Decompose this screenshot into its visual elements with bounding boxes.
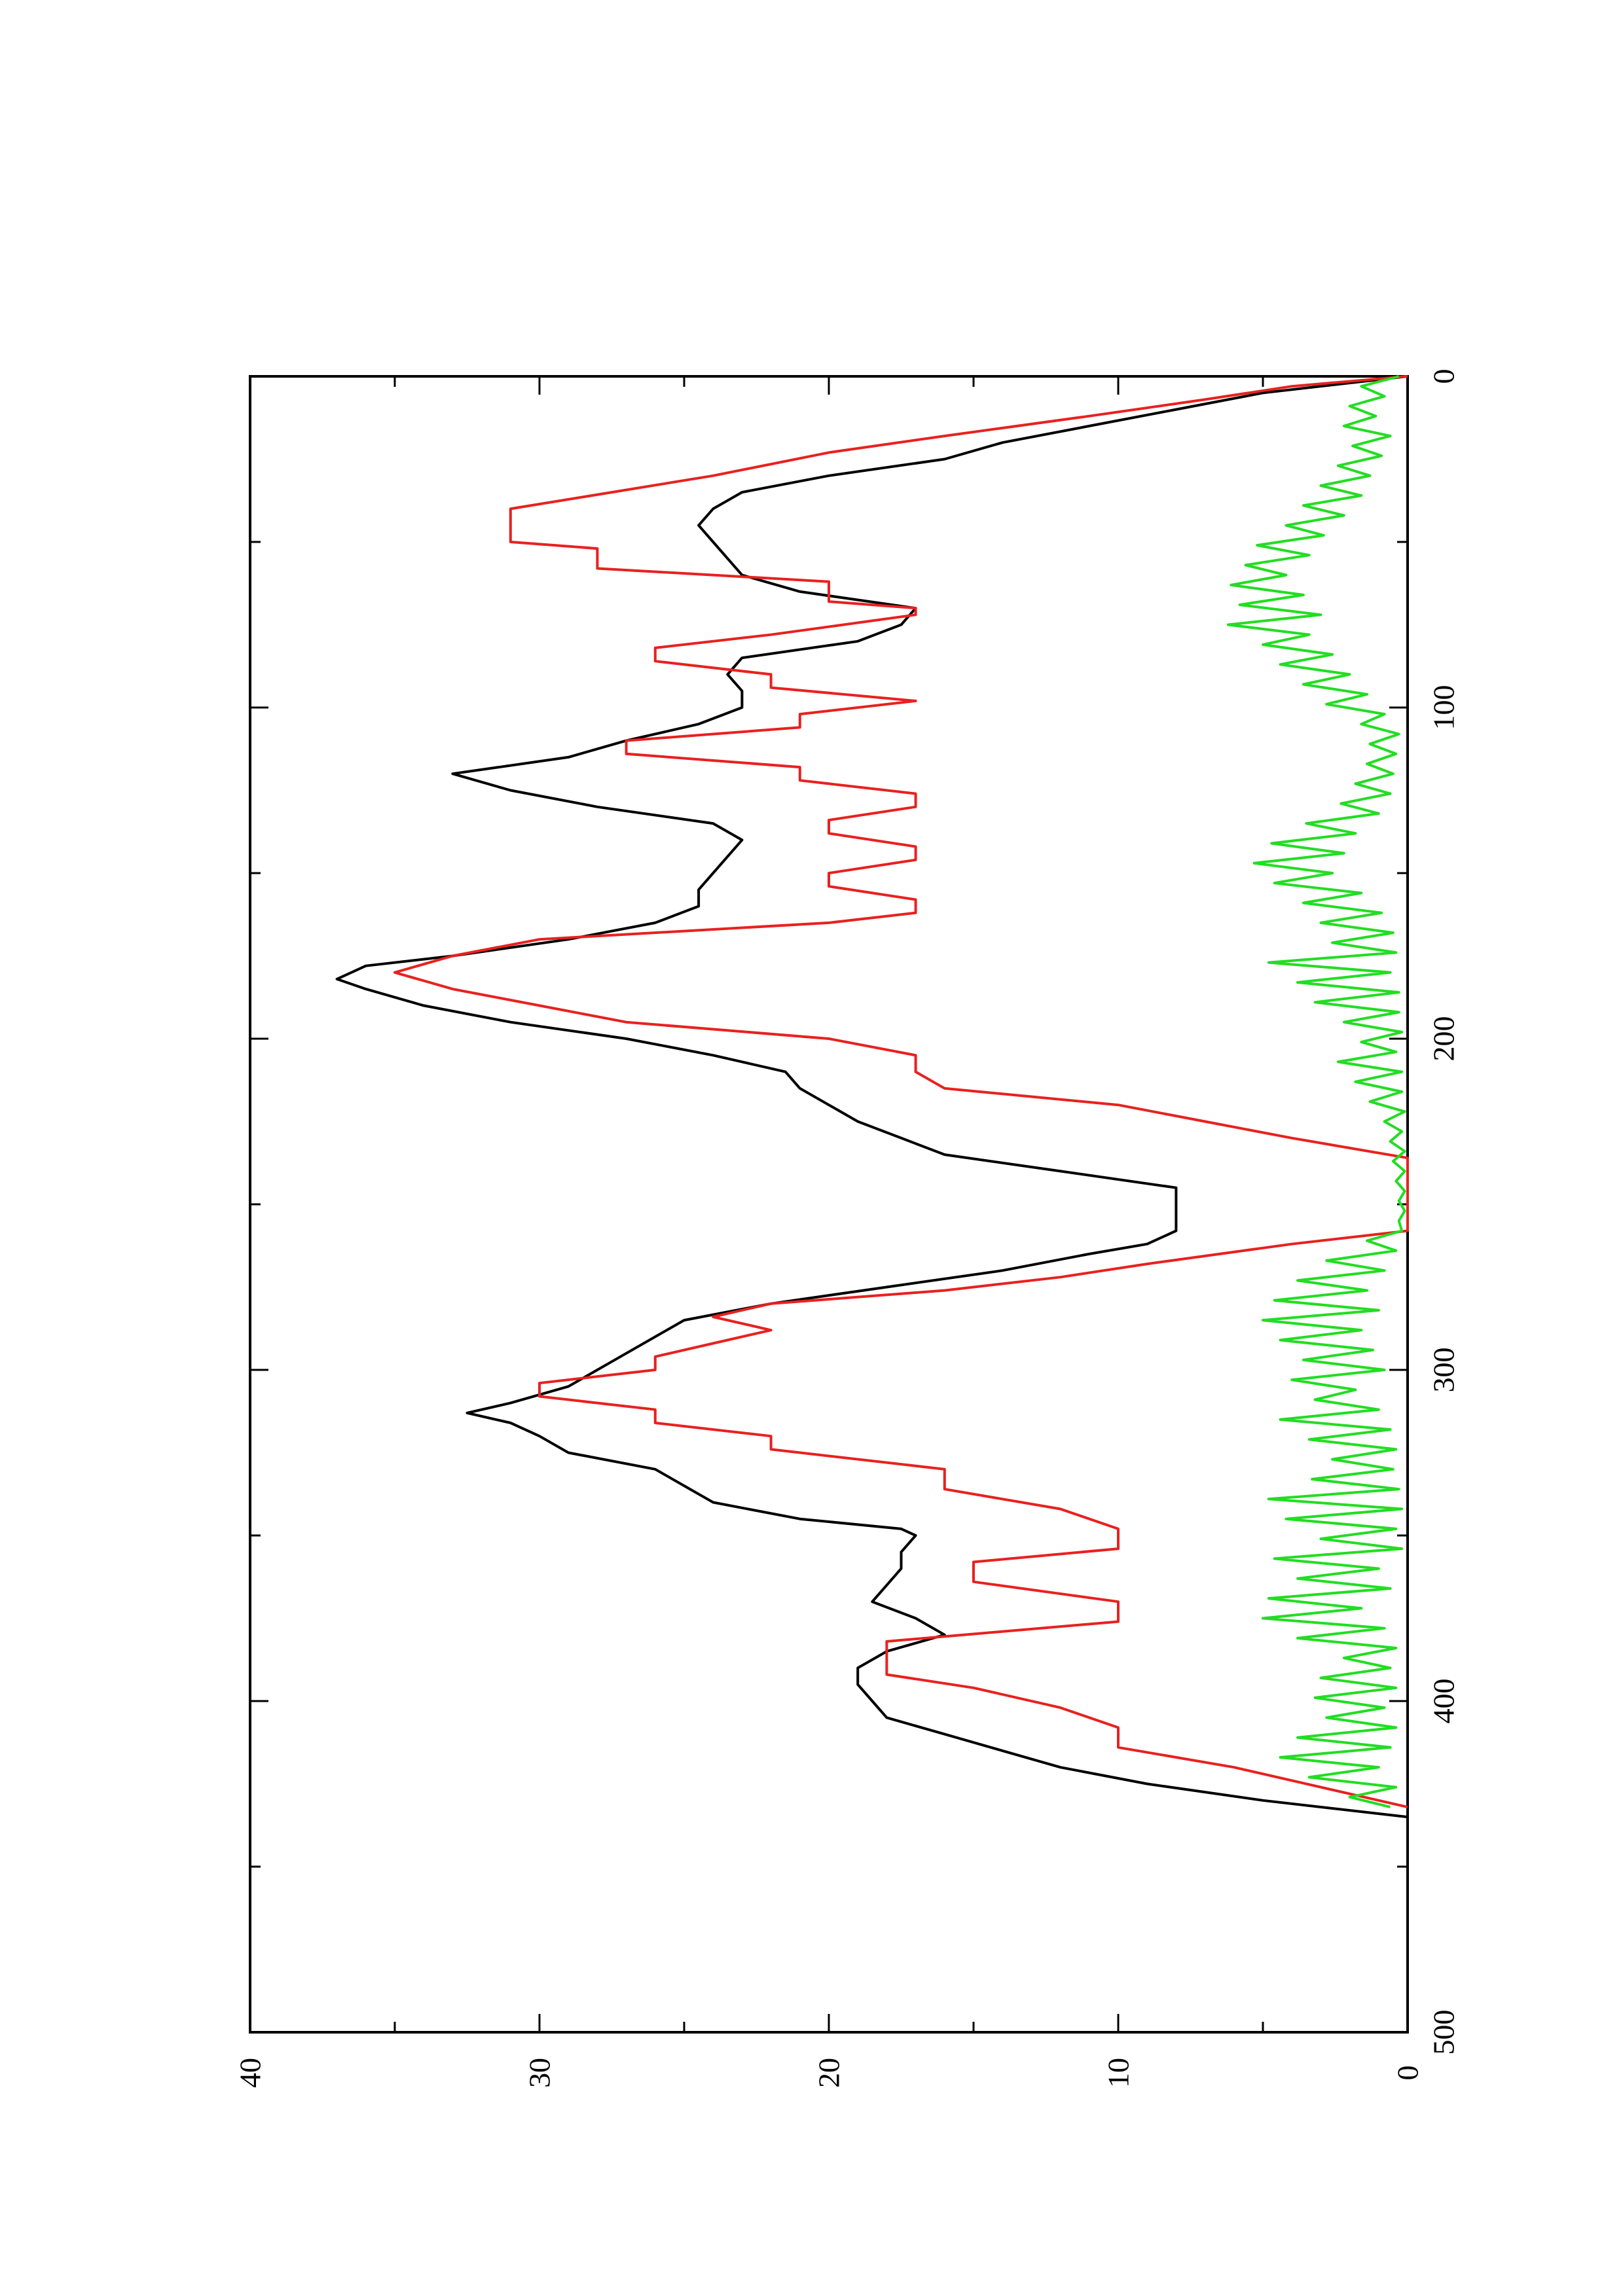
series-line-green bbox=[1227, 375, 1406, 1808]
x-tick-label: 0 bbox=[1427, 369, 1461, 384]
x-tick-label: 100 bbox=[1427, 685, 1461, 730]
y-tick-label: 30 bbox=[523, 2058, 556, 2088]
x-tick-label: 200 bbox=[1427, 1016, 1461, 1062]
series-line-red bbox=[393, 375, 1409, 1808]
series-line-black bbox=[335, 375, 1408, 1819]
x-tick-label: 400 bbox=[1427, 1679, 1461, 1724]
y-tick-label: 20 bbox=[812, 2058, 846, 2088]
y-tick-label: 40 bbox=[234, 2058, 267, 2088]
x-tick-label: 500 bbox=[1427, 2010, 1461, 2055]
y-tick-label: 0 bbox=[1391, 2066, 1425, 2081]
y-tick-label: 10 bbox=[1102, 2058, 1135, 2088]
x-tick-label: 300 bbox=[1427, 1348, 1461, 1393]
series-layer bbox=[335, 375, 1409, 1819]
